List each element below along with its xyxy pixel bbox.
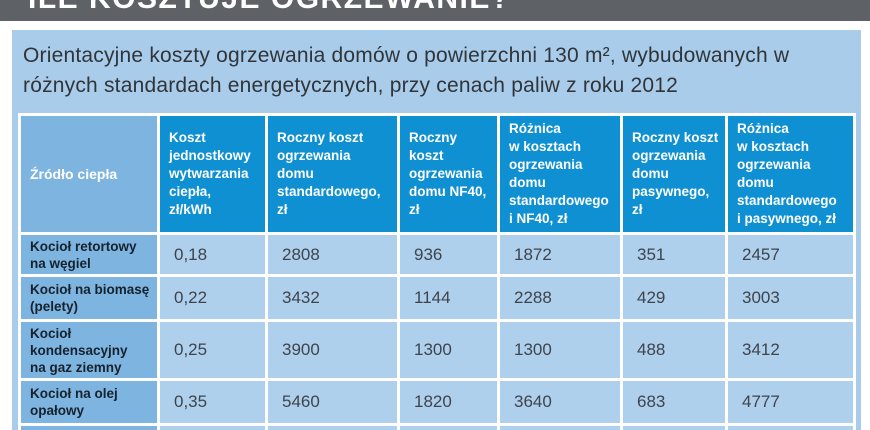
content-panel: Orientacyjne koszty ogrzewania domów o p…: [12, 30, 861, 430]
table-row: Kocioł kondensacyjny na gaz ziemny 0,25 39…: [21, 322, 853, 378]
value-cell: 1872: [500, 235, 620, 274]
value-cell: 2080: [400, 426, 497, 430]
value-cell: 6240: [268, 426, 397, 430]
table-row: Kocioł na olej opałowy 0,35 5460 1820 3640 68…: [21, 381, 853, 423]
value-cell: 3900: [268, 322, 397, 378]
row-label-cell: Kocioł na olej opałowy: [21, 381, 157, 423]
row-label-cell: Kocioł kondensacyjny na gaz ziemny: [21, 322, 157, 378]
value-cell: 3003: [728, 277, 853, 319]
column-header-source: Źródło ciepła: [21, 116, 157, 232]
value-cell: 5460: [268, 381, 397, 423]
value-cell: 5460: [728, 426, 853, 430]
column-header: Roczny koszt ogrzewania domu standardowe…: [268, 116, 397, 232]
column-header: Roczny koszt ogrzewania domu NF40, zł: [400, 116, 497, 232]
value-cell: 4160: [500, 426, 620, 430]
value-cell: 0,18: [160, 235, 265, 274]
value-cell: 2288: [500, 277, 620, 319]
table-head: Źródło ciepła Koszt jednostkowy wytwarzan…: [21, 116, 853, 232]
table-row: Kocioł na gaz0,406240208041607805460: [21, 426, 853, 430]
value-cell: 683: [623, 381, 725, 423]
value-cell: 1144: [400, 277, 497, 319]
value-cell: 488: [623, 322, 725, 378]
column-header: Roczny koszt ogrzewania domu pasywnego, …: [623, 116, 725, 232]
header-row: Źródło ciepła Koszt jednostkowy wytwarzan…: [21, 116, 853, 232]
table-row: Kocioł na biomasę (pelety) 0,22 3432 1144 22…: [21, 277, 853, 319]
value-cell: 429: [623, 277, 725, 319]
column-header: Różnica w kosztach ogrzewania domu stand…: [728, 116, 853, 232]
value-cell: 3640: [500, 381, 620, 423]
value-cell: 0,35: [160, 381, 265, 423]
value-cell: 3432: [268, 277, 397, 319]
value-cell: 4777: [728, 381, 853, 423]
value-cell: 0,40: [160, 426, 265, 430]
value-cell: 0,25: [160, 322, 265, 378]
column-header: Różnica w kosztach ogrzewania domu stand…: [500, 116, 620, 232]
value-cell: 936: [400, 235, 497, 274]
value-cell: 351: [623, 235, 725, 274]
value-cell: 1300: [500, 322, 620, 378]
value-cell: 2457: [728, 235, 853, 274]
table-row: Kocioł retortowy na węgiel 0,18 2808 936 187…: [21, 235, 853, 274]
value-cell: 3412: [728, 322, 853, 378]
table-description: Orientacyjne koszty ogrzewania domów o p…: [23, 44, 790, 97]
page-title: ILE KOSZTUJE OGRZEWANIE?: [28, 0, 511, 14]
value-cell: 1300: [400, 322, 497, 378]
value-cell: 0,22: [160, 277, 265, 319]
value-cell: 2808: [268, 235, 397, 274]
column-header: Koszt jednostkowy wytwarzania ciepła, zł…: [160, 116, 265, 232]
heating-costs-table: Źródło ciepła Koszt jednostkowy wytwarzan…: [18, 113, 856, 430]
table-body: Kocioł retortowy na węgiel 0,18 2808 936 187…: [21, 235, 853, 430]
value-cell: 1820: [400, 381, 497, 423]
title-bar: ILE KOSZTUJE OGRZEWANIE?: [0, 0, 870, 21]
row-label-cell: Kocioł na biomasę (pelety): [21, 277, 157, 319]
row-label-cell: Kocioł na gaz: [21, 426, 157, 430]
row-label-cell: Kocioł retortowy na węgiel: [21, 235, 157, 274]
value-cell: 780: [623, 426, 725, 430]
